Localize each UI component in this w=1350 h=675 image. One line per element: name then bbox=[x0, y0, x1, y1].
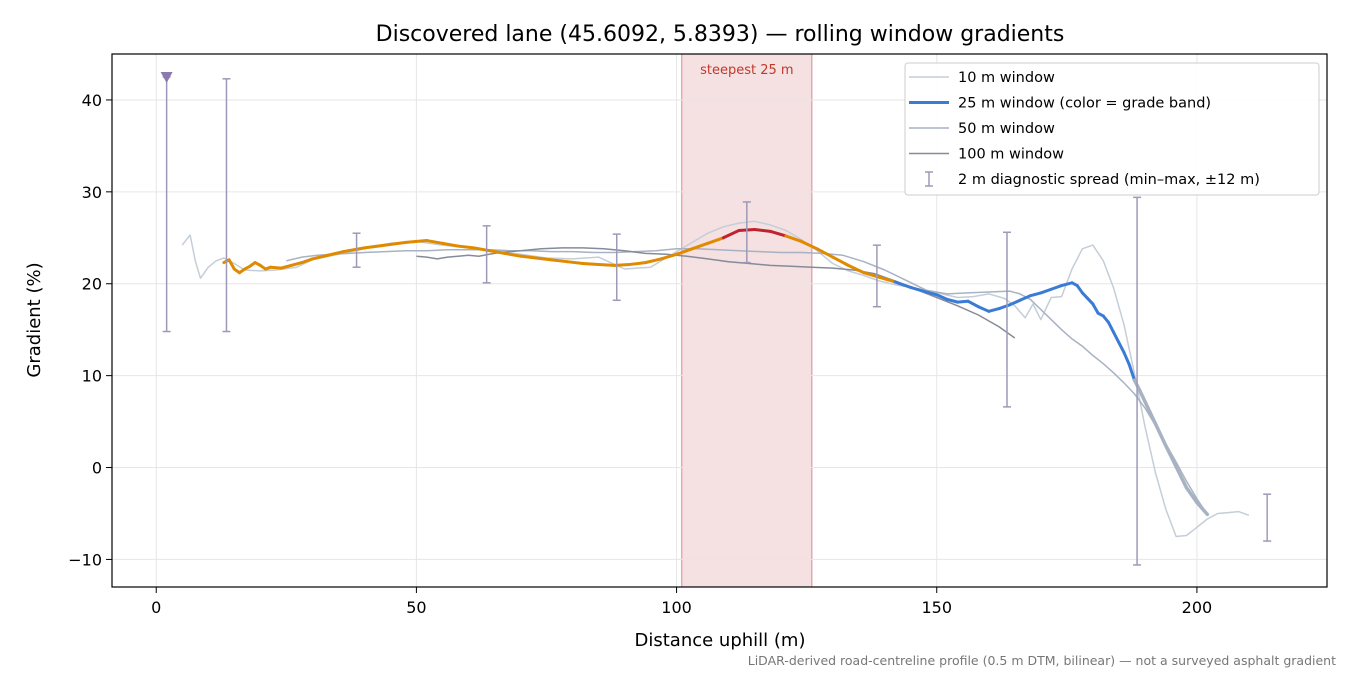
legend-100m-label: 100 m window bbox=[958, 147, 1064, 163]
series-25m-segment bbox=[1122, 351, 1131, 367]
steepest-section-band bbox=[681, 53, 813, 588]
steepest-section-label: steepest 25 m bbox=[700, 63, 793, 78]
legend-box bbox=[904, 62, 1320, 196]
series-25m-segment bbox=[909, 285, 928, 294]
y-tick-label: 10 bbox=[82, 367, 102, 386]
series-25m-segment bbox=[893, 280, 913, 289]
legend-error-bars-label: 2 m diagnostic spread (min–max, ±12 m) bbox=[958, 172, 1260, 188]
y-tick-label: 0 bbox=[92, 459, 102, 478]
series-25m-segment bbox=[1075, 284, 1084, 295]
series-25m-segment bbox=[878, 275, 897, 284]
x-tick-label: 200 bbox=[1182, 598, 1213, 617]
footnote: LiDAR-derived road-centreline profile (0… bbox=[748, 653, 1336, 668]
series-25m-segment bbox=[342, 246, 366, 254]
series-25m-segment bbox=[362, 243, 387, 250]
series-25m-segment bbox=[269, 265, 283, 270]
series-25m-segment bbox=[1143, 399, 1158, 426]
series-25m-segment bbox=[456, 244, 476, 250]
legend-50m-label: 50 m window bbox=[958, 121, 1055, 137]
series-25m-segment bbox=[1195, 500, 1210, 517]
series-25m-segment bbox=[503, 251, 522, 258]
start-marker bbox=[160, 71, 173, 83]
series-25m-segment bbox=[721, 228, 741, 240]
y-tick-label: 20 bbox=[82, 275, 102, 294]
series-25m-segment bbox=[383, 240, 408, 247]
x-tick-label: 0 bbox=[151, 598, 161, 617]
series-25m-segment bbox=[1049, 284, 1064, 291]
series-25m-segment bbox=[300, 257, 314, 265]
series-25m-segment bbox=[404, 239, 429, 244]
series-25m-segment bbox=[1184, 486, 1199, 505]
series-25m-segment bbox=[987, 307, 1001, 313]
series-25m-segment bbox=[550, 258, 569, 264]
series-25m-segment bbox=[690, 241, 710, 251]
series-25m-segment bbox=[976, 305, 991, 313]
y-tick-label: 40 bbox=[82, 91, 102, 110]
series-25m-segment bbox=[753, 228, 772, 233]
series-25m-segment bbox=[1137, 388, 1147, 404]
series-25m-segment bbox=[1028, 291, 1043, 298]
series-25m-segment bbox=[518, 254, 538, 260]
chart-title: Discovered lane (45.6092, 5.8393) — roll… bbox=[376, 22, 1065, 47]
series-25m-segment bbox=[628, 261, 647, 266]
series-25m-segment bbox=[815, 247, 835, 259]
y-axis-label: Gradient (%) bbox=[24, 262, 45, 377]
x-axis-label: Distance uphill (m) bbox=[635, 630, 806, 651]
series-25m-segment bbox=[487, 249, 507, 255]
y-tick-label: 30 bbox=[82, 183, 102, 202]
series-25m-segment bbox=[966, 299, 980, 309]
series-25m-segment bbox=[1106, 320, 1116, 334]
plot-frame bbox=[111, 53, 1328, 588]
x-tick-label: 50 bbox=[406, 598, 426, 617]
series-25m-segment bbox=[581, 262, 601, 266]
series-25m-segment bbox=[643, 257, 663, 265]
series-25m-segment bbox=[1112, 330, 1121, 345]
series-25m-segment bbox=[846, 263, 866, 275]
series-25m-segment bbox=[1008, 298, 1022, 307]
series-25m-segment bbox=[1091, 302, 1100, 315]
series-25m-segment bbox=[1163, 443, 1178, 469]
series-50m-line bbox=[286, 248, 1208, 515]
legend-10m-label: 10 m window bbox=[958, 70, 1055, 86]
y-tick-label: −10 bbox=[68, 550, 102, 569]
series-25m-segment bbox=[1174, 464, 1189, 490]
series-25m-segment bbox=[945, 297, 960, 304]
series-25m-segment bbox=[290, 261, 304, 267]
series-25m-segment bbox=[1018, 294, 1032, 302]
series-25m-segment bbox=[425, 239, 444, 245]
series-25m-segment bbox=[326, 250, 346, 257]
series-25m-segment bbox=[597, 262, 616, 267]
series-25m-segment bbox=[440, 241, 460, 248]
series-25m-segment bbox=[1153, 421, 1168, 448]
series-25m-segment bbox=[675, 247, 694, 256]
series-25m-segment bbox=[956, 299, 970, 304]
series-25m-segment bbox=[706, 236, 725, 245]
series-25m-segment bbox=[279, 263, 294, 270]
series-25m-segment bbox=[784, 234, 803, 243]
series-25m-segment bbox=[565, 260, 585, 266]
series-25m-segment bbox=[534, 256, 554, 262]
series-25m-segment bbox=[1039, 287, 1053, 295]
series-25m-segment bbox=[997, 303, 1012, 311]
series-25m-segment bbox=[799, 239, 819, 251]
series-25m-segment bbox=[1117, 341, 1126, 355]
series-25m-segment bbox=[935, 293, 949, 301]
series-25m-segment bbox=[310, 253, 330, 261]
series-25m-segment bbox=[227, 258, 236, 271]
series-25m-segment bbox=[1060, 281, 1074, 288]
legend-25m-label: 25 m window (color = grade band) bbox=[958, 96, 1211, 112]
series-25m-segment bbox=[1127, 363, 1136, 382]
x-tick-label: 100 bbox=[661, 598, 692, 617]
series-25m-segment bbox=[924, 290, 939, 297]
series-25m-segment bbox=[768, 229, 788, 238]
series-25m-segment bbox=[659, 252, 679, 261]
x-tick-label: 150 bbox=[921, 598, 952, 617]
series-25m-segment bbox=[831, 255, 850, 267]
